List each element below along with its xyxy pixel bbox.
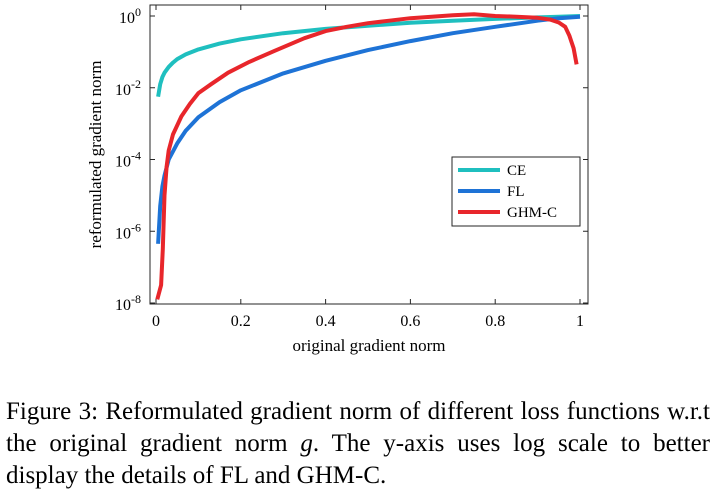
series-line-ce <box>156 14 581 98</box>
y-tick-label: 10-8 <box>115 292 141 314</box>
legend: CE FL GHM-C <box>451 156 581 227</box>
x-tick-label: 0.8 <box>485 313 505 330</box>
x-tick-label: 0.2 <box>231 313 251 330</box>
caption-label: Figure 3: <box>6 398 99 425</box>
caption-variable: g <box>300 430 313 457</box>
series-line-ghm-c <box>155 12 579 300</box>
x-tick-label: 0.4 <box>316 313 336 330</box>
y-tick-label: 10-2 <box>115 77 141 99</box>
plot-frame <box>149 4 589 305</box>
caption-text-before: Reformulated gradient norm of different … <box>6 398 710 457</box>
axes: 0 0.2 0.4 0.6 0.8 1 100 10-2 10-4 10-6 10-8 <box>115 4 589 330</box>
y-axis-label: reformulated gradient norm <box>86 61 105 249</box>
legend-label-fl: FL <box>507 184 525 200</box>
y-tick-label: 10-6 <box>115 220 141 242</box>
figure-caption: Figure 3: Reformulated gradient norm of … <box>6 396 710 492</box>
line-chart: 0 0.2 0.4 0.6 0.8 1 100 10-2 10-4 10-6 10-8 CE FL GH… <box>86 4 589 355</box>
x-axis-label: original gradient norm <box>293 336 446 355</box>
legend-label-ce: CE <box>507 163 526 179</box>
caption-text-after: . The y-axis uses log scale to better di… <box>6 430 710 489</box>
legend-label-ghm-c: GHM-C <box>507 205 557 221</box>
x-tick-label: 1 <box>576 313 584 330</box>
x-tick-label: 0.6 <box>400 313 420 330</box>
series-lines <box>155 12 581 300</box>
figure-3: 0 0.2 0.4 0.6 0.8 1 100 10-2 10-4 10-6 10-8 CE FL GH… <box>86 4 589 355</box>
x-tick-label: 0 <box>152 313 160 330</box>
y-tick-label: 100 <box>119 5 141 27</box>
y-tick-label: 10-4 <box>115 149 141 171</box>
